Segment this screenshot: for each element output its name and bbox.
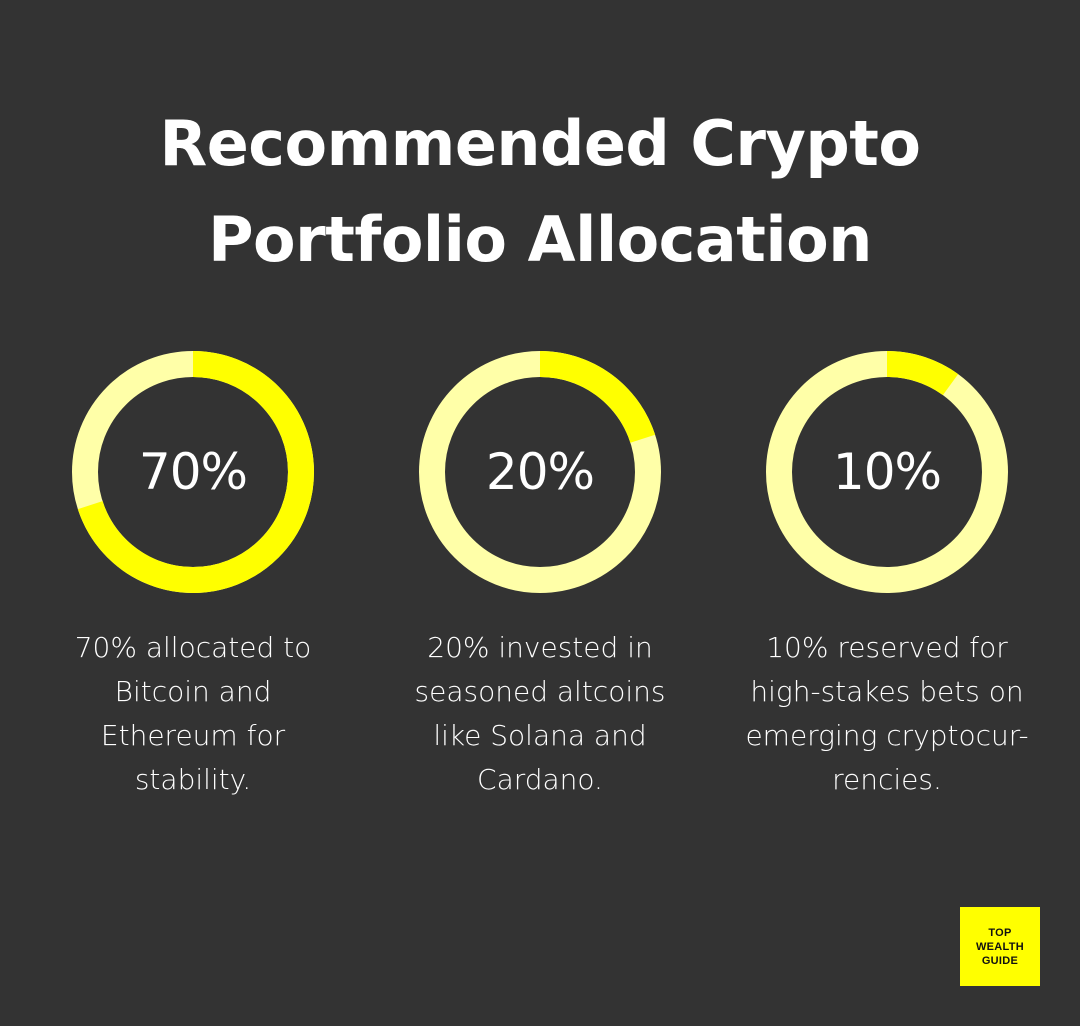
description-3-line-3: emerging cryptocur- — [745, 719, 1029, 752]
description-2-line-1: 20% invested in — [427, 631, 653, 664]
stat-card-3: 10% 10% reserved for high-stakes bets on… — [737, 350, 1037, 810]
percentage-label-3: 10% — [832, 443, 942, 501]
stat-card-1: 70% 70% allocated to Bitcoin and Ethereu… — [43, 350, 343, 810]
donut-chart-1 — [71, 350, 315, 594]
description-3: 10% reserved for high-stakes bets on eme… — [737, 626, 1037, 802]
logo-line-1: TOP — [988, 926, 1012, 939]
page-title: Recommended Crypto Portfolio Allocation — [0, 96, 1080, 288]
title-line-2: Portfolio Allocation — [208, 203, 872, 276]
description-1-line-3: Ethereum for — [100, 719, 286, 752]
description-2-line-4: Cardano. — [477, 763, 603, 796]
logo-line-2: WEALTH — [975, 940, 1025, 953]
donut-svg-2 — [419, 351, 661, 593]
description-1: 70% allocated to Bitcoin and Ethereum fo… — [43, 626, 343, 802]
logo-line-3: GUIDE — [981, 954, 1019, 967]
donut-chart-2 — [418, 350, 662, 594]
donut-arc-1 — [72, 351, 314, 593]
donut-svg-3 — [766, 351, 1008, 593]
percentage-label-2: 20% — [485, 443, 595, 501]
description-3-line-1: 10% reserved for — [766, 631, 1008, 664]
percentage-label-1: 70% — [138, 443, 248, 501]
description-1-line-2: Bitcoin and — [114, 675, 272, 708]
description-1-line-1: 70% allocated to — [74, 631, 312, 664]
stat-card-2: 20% 20% invested in seasoned altcoins li… — [390, 350, 690, 810]
description-1-line-4: stability. — [134, 763, 252, 796]
donut-svg-1 — [72, 351, 314, 593]
donut-arc-2 — [419, 351, 661, 593]
donut-chart-3 — [765, 350, 1009, 594]
description-3-line-4: rencies. — [832, 763, 942, 796]
title-line-1: Recommended Crypto — [159, 107, 921, 180]
description-2-line-3: like Solana and — [433, 719, 647, 752]
top-wealth-guide-logo: TOP WEALTH GUIDE — [960, 907, 1040, 986]
description-3-line-2: high-stakes bets on — [750, 675, 1024, 708]
description-2: 20% invested in seasoned altcoins like S… — [390, 626, 690, 802]
description-2-line-2: seasoned altcoins — [414, 675, 666, 708]
donut-arc-3 — [766, 351, 1008, 593]
